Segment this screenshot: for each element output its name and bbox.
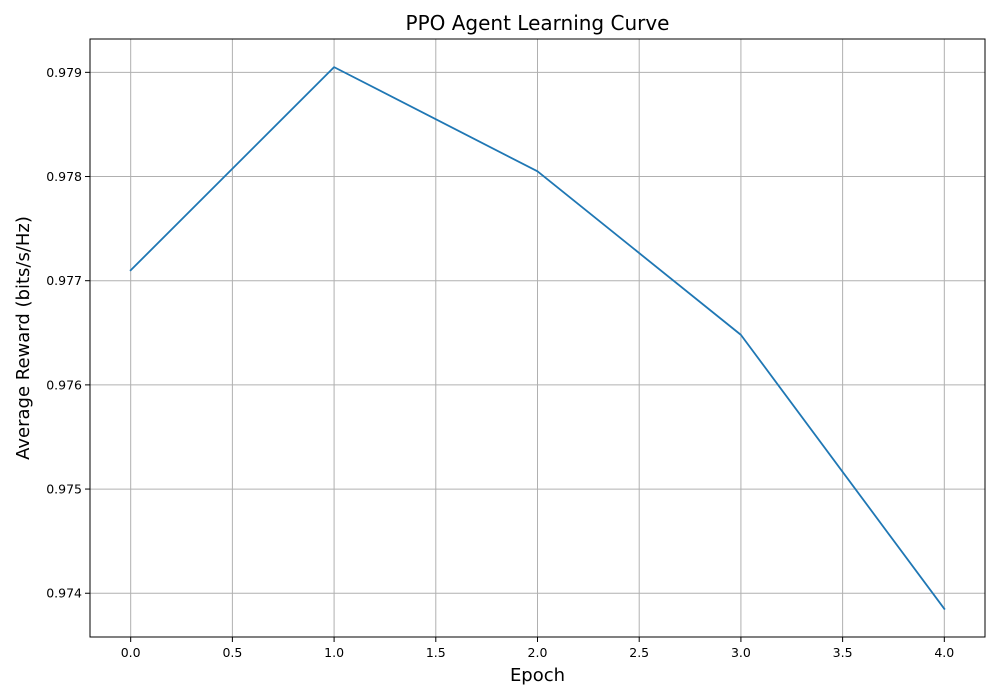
x-tick-label: 2.0	[528, 645, 548, 660]
chart-title: PPO Agent Learning Curve	[406, 11, 670, 35]
x-tick-label: 0.5	[222, 645, 242, 660]
x-tick-label: 2.5	[629, 645, 649, 660]
axis-ticks: 0.0 0.5 1.0 1.5 2.0 2.5 3.0 3.5 4.0 0.974 0.975 0.9…	[46, 65, 954, 660]
x-tick-label: 3.5	[833, 645, 853, 660]
y-tick-label: 0.975	[46, 482, 82, 497]
x-tick-label: 4.0	[934, 645, 954, 660]
x-tick-label: 1.0	[324, 645, 344, 660]
x-tick-label: 3.0	[731, 645, 751, 660]
y-tick-label: 0.974	[46, 586, 82, 601]
y-axis-label: Average Reward (bits/s/Hz)	[13, 216, 34, 460]
series-line	[129, 66, 946, 611]
y-tick-label: 0.976	[46, 377, 82, 392]
y-tick-label: 0.977	[46, 273, 82, 288]
x-tick-label: 1.5	[426, 645, 446, 660]
series-layer	[129, 66, 946, 611]
y-tick-label: 0.978	[46, 169, 82, 184]
x-tick-label: 0.0	[121, 645, 141, 660]
y-tick-label: 0.979	[46, 65, 82, 80]
grid	[90, 39, 985, 637]
x-axis-label: Epoch	[510, 665, 565, 686]
